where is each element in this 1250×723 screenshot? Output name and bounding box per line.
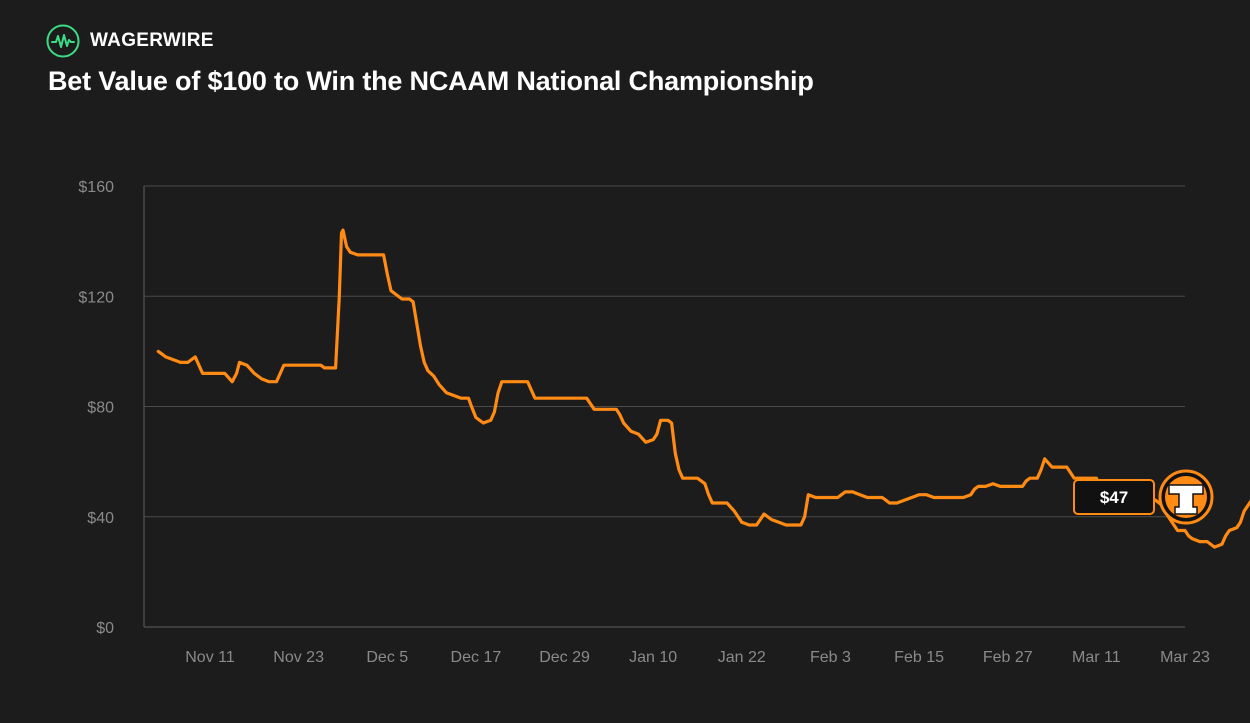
end-marker: $47 (1073, 469, 1214, 525)
series-line-tennessee (156, 228, 1250, 549)
y-tick-label: $160 (78, 179, 114, 196)
pulse-wave-icon (46, 24, 80, 58)
x-tick-label: Feb 3 (810, 649, 851, 666)
chart-title: Bet Value of $100 to Win the NCAAM Natio… (48, 66, 814, 96)
brand-name: WAGERWIRE (90, 30, 214, 51)
power-t-shape (1168, 484, 1204, 515)
y-axis-ticks: $0 $40 $80 $120 $160 (78, 179, 114, 637)
grid-layer (143, 185, 1185, 628)
x-tick-label: Nov 23 (273, 649, 324, 666)
x-tick-label: Feb 15 (894, 649, 944, 666)
x-tick-label: Dec 17 (451, 649, 502, 666)
x-tick-label: Feb 27 (983, 649, 1033, 666)
x-tick-label: Mar 23 (1160, 649, 1210, 666)
x-tick-label: Dec 5 (366, 649, 408, 666)
x-tick-label: Mar 11 (1072, 649, 1121, 666)
x-tick-label: Jan 10 (629, 649, 677, 666)
y-tick-label: $80 (87, 400, 114, 417)
series-layer (156, 228, 1250, 549)
end-value-badge: $47 (1073, 479, 1155, 515)
badge-box (1073, 479, 1155, 515)
tennessee-power-t-logo (1158, 469, 1214, 525)
end-value-label: $47 (1100, 488, 1128, 507)
x-axis-ticks: Nov 11 Nov 23 Dec 5 Dec 17 Dec 29 Jan 10 Jan 2… (185, 649, 1210, 666)
x-tick-label: Nov 11 (185, 649, 235, 666)
y-tick-label: $120 (78, 289, 114, 306)
x-tick-label: Jan 22 (718, 649, 766, 666)
y-tick-label: $40 (87, 510, 114, 527)
brand-header: WAGERWIRE (46, 24, 214, 58)
x-tick-label: Dec 29 (539, 649, 590, 666)
y-tick-label: $0 (96, 620, 114, 637)
